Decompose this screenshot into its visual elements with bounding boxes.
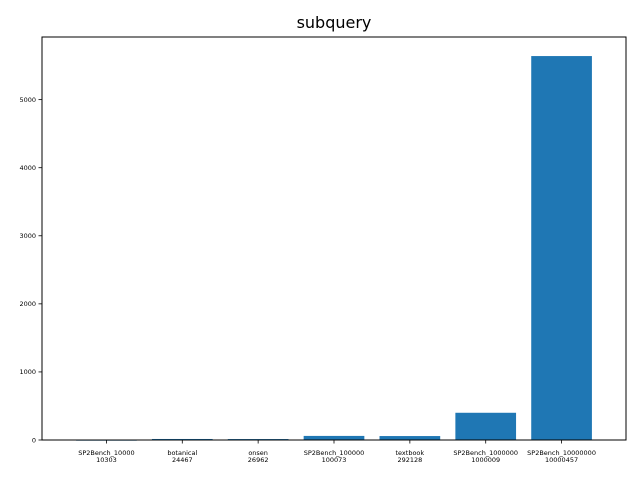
x-tick-label-1: botanical 24467 <box>167 449 197 464</box>
plot-area <box>42 37 626 440</box>
x-tick-label-5: SP2Bench_1000000 1000009 <box>453 449 518 464</box>
bar-3 <box>303 435 365 440</box>
x-tick-label-6: SP2Bench_10000000 10000457 <box>527 449 596 464</box>
y-tick-label-1: 1000 <box>19 368 36 376</box>
bars-group <box>76 56 592 441</box>
x-axis: SP2Bench_10000 10303 botanical 24467 onsen 26… <box>78 440 596 464</box>
plot-frame <box>41 36 627 441</box>
bar-1 <box>151 438 213 440</box>
y-tick-label-2: 2000 <box>19 300 36 308</box>
chart-title: subquery <box>297 13 372 32</box>
bar-5 <box>455 412 517 440</box>
x-tick-label-3: SP2Bench_100000 100073 <box>304 449 365 464</box>
x-tick-label-2: onsen 26962 <box>248 449 269 464</box>
x-tick-label-4: textbook 292128 <box>396 449 425 464</box>
y-tick-label-4: 4000 <box>19 164 36 172</box>
y-tick-label-5: 5000 <box>19 96 36 104</box>
x-tick-label-0: SP2Bench_10000 10303 <box>78 449 134 464</box>
y-axis: 0 1000 2000 3000 4000 5000 <box>19 96 42 444</box>
bar-6 <box>531 56 592 440</box>
bar-4 <box>379 436 441 440</box>
y-tick-label-0: 0 <box>32 436 36 444</box>
y-tick-label-3: 3000 <box>19 232 36 240</box>
